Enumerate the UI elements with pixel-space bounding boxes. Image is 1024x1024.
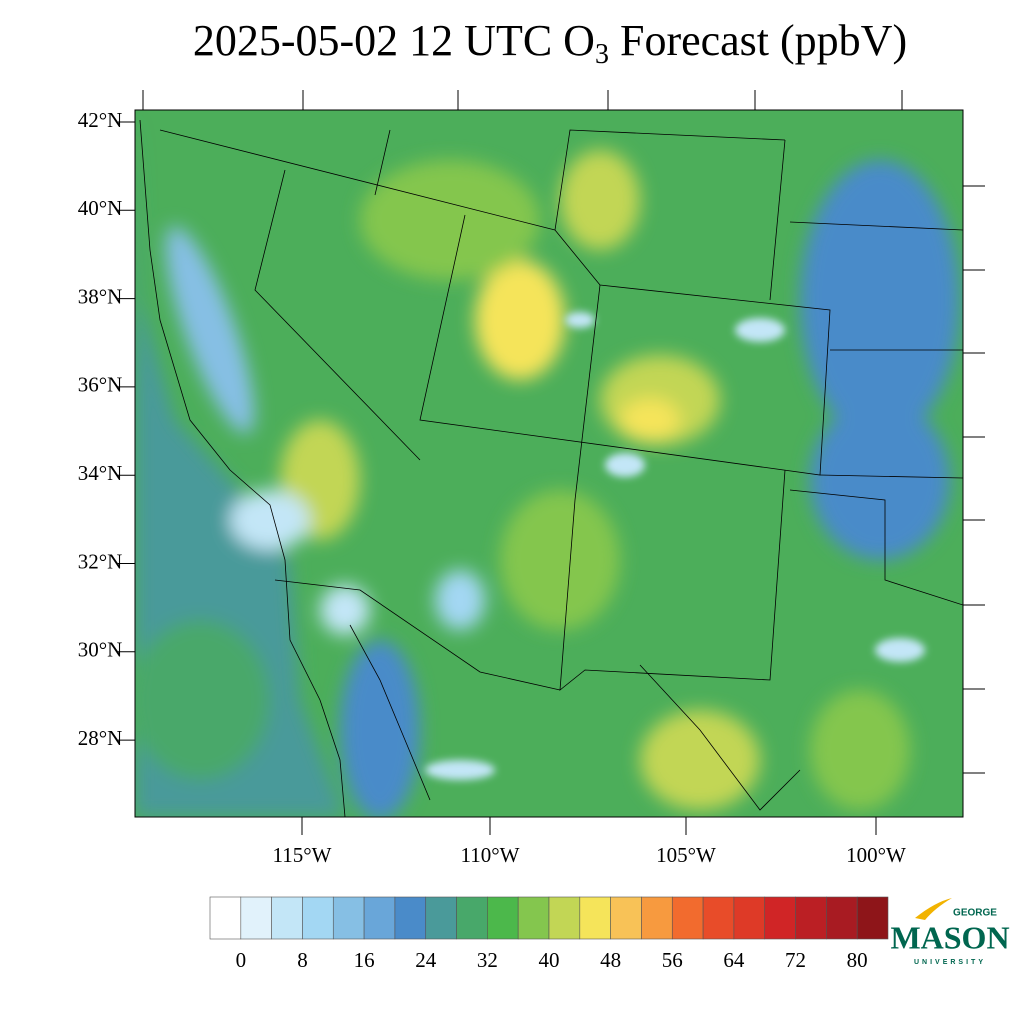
colorbar-swatch — [332, 896, 365, 940]
colorbar-label: 64 — [723, 948, 745, 972]
map-frame — [134, 109, 964, 818]
colorbar-label: 40 — [539, 948, 560, 972]
colorbar-swatch — [764, 896, 796, 940]
colorbar-swatch — [517, 896, 550, 940]
colorbar-label: 80 — [847, 948, 868, 972]
title-rest: Forecast (ppbV) — [609, 16, 907, 65]
colorbar-swatch — [487, 896, 519, 940]
lat-label: 40°N — [78, 196, 123, 220]
colorbar-swatch — [425, 896, 457, 940]
colorbar-label: 16 — [354, 948, 375, 972]
logo-top: GEORGE — [953, 908, 997, 919]
colorbar-swatch — [733, 896, 766, 940]
colorbar-swatch — [671, 896, 704, 940]
colorbar-swatch — [702, 896, 735, 940]
lon-label: 110°W — [461, 843, 520, 867]
logo-name: MASON — [890, 919, 1009, 955]
logo-bottom: UNIVERSITY — [914, 959, 986, 966]
colorbar-label: 72 — [785, 948, 806, 972]
lat-label: 28°N — [78, 726, 123, 750]
lon-label: 100°W — [846, 843, 906, 867]
lat-label: 30°N — [78, 638, 123, 662]
colorbar-label: 24 — [415, 948, 437, 972]
colorbar-label: 8 — [297, 948, 308, 972]
ozone-field — [135, 110, 963, 817]
lat-label: 42°N — [78, 108, 123, 132]
lon-label: 115°W — [273, 843, 332, 867]
colorbar-swatch — [856, 896, 889, 940]
colorbar-label: 0 — [236, 948, 247, 972]
lon-label: 105°W — [656, 843, 716, 867]
logo: GEORGE MASON UNIVERSITY — [890, 898, 1010, 966]
title-subscript: 3 — [595, 39, 609, 70]
lat-label: 34°N — [78, 461, 123, 485]
lat-label: 32°N — [78, 549, 123, 573]
colorbar-swatch — [579, 896, 611, 940]
colorbar-swatch — [641, 896, 673, 940]
colorbar-label: 48 — [600, 948, 621, 972]
lat-label: 36°N — [78, 373, 123, 397]
title: 2025-05-02 12 UTC O3 Forecast (ppbV) — [193, 16, 907, 70]
colorbar-swatch — [363, 896, 396, 940]
colorbar-swatch — [456, 896, 488, 940]
title-main: 2025-05-02 12 UTC O — [193, 16, 595, 65]
lat-label: 38°N — [78, 284, 123, 308]
colorbar-label: 56 — [662, 948, 683, 972]
colorbar-swatch — [302, 896, 334, 940]
colorbar-swatch — [795, 896, 827, 940]
colorbar-swatch — [240, 896, 272, 940]
colorbar-swatch — [548, 896, 581, 940]
colorbar-swatch — [826, 896, 858, 940]
colorbar-label: 32 — [477, 948, 498, 972]
colorbar-swatch — [394, 896, 427, 940]
colorbar-swatch — [271, 896, 303, 940]
colorbar-swatch — [610, 896, 642, 940]
colorbar-swatch — [209, 896, 242, 940]
